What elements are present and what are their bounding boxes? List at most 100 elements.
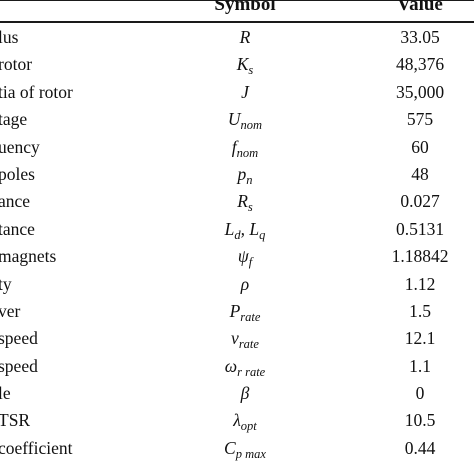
symbol-base: J xyxy=(241,81,249,102)
parameter-cell: tance xyxy=(0,218,35,239)
symbol-subscript: nom xyxy=(236,145,259,160)
table-row: coefficient Cp max 0.44 xyxy=(0,435,474,462)
symbol-base: ω xyxy=(224,355,238,376)
table-row: ance Rs 0.027 xyxy=(0,188,474,215)
value-cell: 33.05 xyxy=(400,27,440,47)
symbol-cell: R xyxy=(175,24,315,51)
value-cell: 48,376 xyxy=(395,54,445,75)
symbol-subscript: rate xyxy=(238,337,259,352)
table-row: ver Prate 1.5 xyxy=(0,298,474,325)
symbol-subscript: f xyxy=(248,255,253,270)
symbol-column-header: Symbol xyxy=(214,0,276,15)
table-top-rule xyxy=(0,0,474,1)
symbol-cell: Cp max xyxy=(175,435,315,462)
parameter-cell: lus xyxy=(0,27,19,47)
value-cell: 0.027 xyxy=(400,191,440,212)
value-cell: 0.5131 xyxy=(395,218,445,239)
table-row: TSR λopt 10.5 xyxy=(0,407,474,434)
parameter-cell: ty xyxy=(0,273,12,294)
symbol-subscript: d xyxy=(234,227,241,242)
value-cell: 12.1 xyxy=(404,328,436,349)
symbol-cell: λopt xyxy=(175,407,315,434)
symbol-base: R xyxy=(239,27,251,47)
value-cell: 48 xyxy=(411,163,429,184)
symbol-subscript: r rate xyxy=(237,364,266,379)
value-cell: 1.1 xyxy=(409,355,431,376)
parameter-cell: tage xyxy=(0,109,28,130)
symbol-base: ψ xyxy=(237,246,249,267)
symbol-cell: fnom xyxy=(175,134,315,161)
symbol-base: L xyxy=(224,218,235,239)
symbol-subscript: n xyxy=(246,172,253,187)
table-row: lus R 33.05 xyxy=(0,24,474,51)
symbol-cell: ψf xyxy=(175,243,315,270)
symbol-base: v xyxy=(231,328,239,349)
symbol-base-2: , L xyxy=(240,218,260,239)
symbol-cell: vrate xyxy=(175,325,315,352)
symbol-cell: Ks xyxy=(175,51,315,78)
symbol-subscript: nom xyxy=(240,118,263,133)
parameter-cell: uency xyxy=(0,136,40,157)
symbol-base: P xyxy=(229,300,241,321)
parameter-cell: speed xyxy=(0,355,38,376)
symbol-cell: Rs xyxy=(175,188,315,215)
symbol-base: p xyxy=(237,163,247,184)
header-bottom-rule xyxy=(0,21,474,23)
symbol-subscript: p max xyxy=(235,446,266,461)
value-cell: 1.18842 xyxy=(391,246,449,267)
symbol-base: β xyxy=(240,383,250,404)
symbol-base: λ xyxy=(233,410,241,431)
symbol-cell: Unom xyxy=(175,106,315,133)
parameter-cell: magnets xyxy=(0,246,57,267)
parameter-cell: le xyxy=(0,383,11,404)
table-row: rotor Ks 48,376 xyxy=(0,51,474,78)
symbol-subscript-2: q xyxy=(259,227,266,242)
table-row: uency fnom 60 xyxy=(0,134,474,161)
table-body: lus R 33.05 rotor Ks 48,376 tia of rotor J 35,00… xyxy=(0,24,474,462)
table-row: tia of rotor J 35,000 xyxy=(0,79,474,106)
symbol-base: R xyxy=(237,191,248,212)
parameter-cell: ance xyxy=(0,191,31,212)
value-cell: 575 xyxy=(406,109,434,130)
parameter-cell: coefficient xyxy=(0,437,73,458)
symbol-cell: Ld, Lq xyxy=(175,216,315,243)
symbol-subscript: s xyxy=(248,63,254,78)
symbol-cell: ρ xyxy=(175,271,315,298)
parameter-cell: rotor xyxy=(0,54,33,75)
symbol-base: f xyxy=(231,136,237,157)
table-row: speed vrate 12.1 xyxy=(0,325,474,352)
value-column-header: Value xyxy=(397,0,443,15)
table-row: le β 0 xyxy=(0,380,474,407)
parameter-cell: TSR xyxy=(0,410,31,431)
symbol-subscript: opt xyxy=(240,419,257,434)
symbol-cell: Prate xyxy=(175,298,315,325)
symbol-subscript: rate xyxy=(240,309,261,324)
table-row: magnets ψf 1.18842 xyxy=(0,243,474,270)
table-row: poles pn 48 xyxy=(0,161,474,188)
symbol-subscript: s xyxy=(247,200,253,215)
parameter-cell: poles xyxy=(0,163,35,184)
symbol-cell: ωr rate xyxy=(175,353,315,380)
symbol-cell: pn xyxy=(175,161,315,188)
value-cell: 1.12 xyxy=(404,273,436,294)
value-cell: 0 xyxy=(415,383,425,404)
symbol-base: K xyxy=(236,54,249,75)
table-row: tance Ld, Lq 0.5131 xyxy=(0,216,474,243)
value-cell: 0.44 xyxy=(404,437,436,458)
symbol-base: ρ xyxy=(240,273,250,294)
table-header: Symbol Value xyxy=(0,0,474,20)
table-row: tage Unom 575 xyxy=(0,106,474,133)
symbol-base: C xyxy=(224,437,236,458)
table-row: ty ρ 1.12 xyxy=(0,271,474,298)
parameter-cell: tia of rotor xyxy=(0,81,73,102)
table-row: speed ωr rate 1.1 xyxy=(0,353,474,380)
symbol-cell: J xyxy=(175,79,315,106)
value-cell: 10.5 xyxy=(404,410,436,431)
parameter-cell: ver xyxy=(0,300,21,321)
symbol-cell: β xyxy=(175,380,315,407)
value-cell: 60 xyxy=(411,136,429,157)
value-cell: 35,000 xyxy=(395,81,445,102)
symbol-base: U xyxy=(227,109,241,130)
parameter-cell: speed xyxy=(0,328,38,349)
